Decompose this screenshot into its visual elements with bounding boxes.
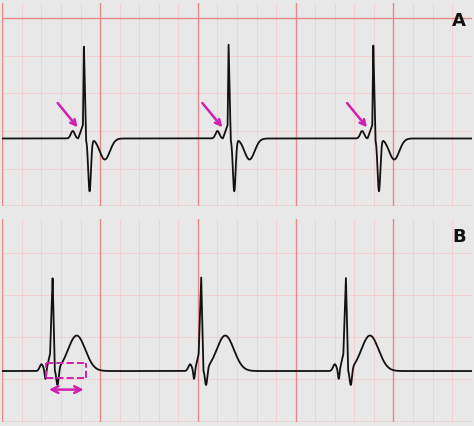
Text: A: A <box>452 12 466 30</box>
Text: B: B <box>452 228 466 246</box>
